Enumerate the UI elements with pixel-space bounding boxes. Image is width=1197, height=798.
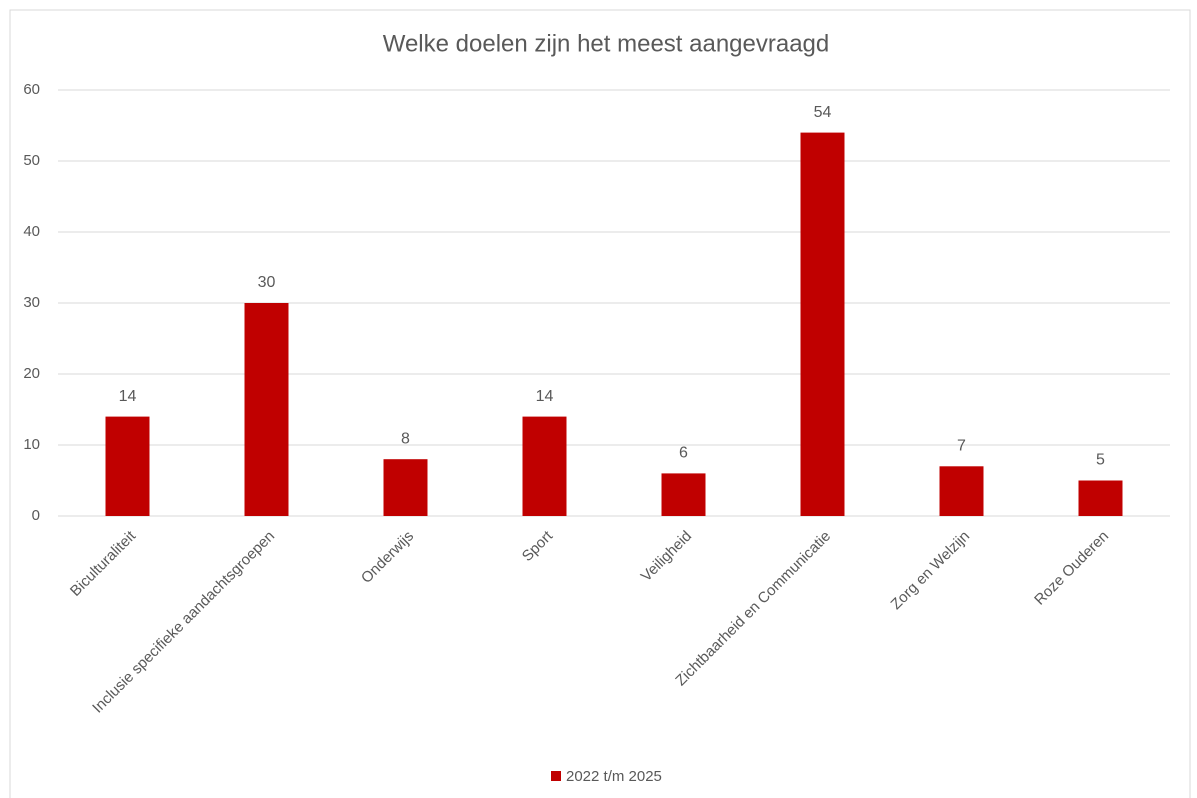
data-label: 30 [258,274,276,291]
data-label: 6 [679,445,688,462]
y-tick-label: 20 [23,365,40,382]
chart-border [9,9,1191,798]
data-label: 14 [536,388,554,405]
y-tick-label: 40 [23,223,40,240]
bar [383,459,428,516]
bar [244,303,289,516]
data-label: 54 [814,104,832,121]
legend-label: 2022 t/m 2025 [566,768,662,785]
y-tick-label: 30 [23,294,40,311]
y-tick-label: 50 [23,152,40,169]
data-label: 5 [1096,452,1105,469]
bar [522,416,567,516]
chart-title: Welke doelen zijn het meest aangevraagd [383,30,830,57]
y-tick-label: 60 [23,81,40,98]
data-label: 8 [401,430,410,447]
bar [800,132,845,516]
legend-swatch [551,771,561,781]
bar [1078,480,1123,516]
bar [105,416,150,516]
y-tick-label: 10 [23,436,40,453]
bar [939,466,984,516]
bar [661,473,706,516]
data-label: 7 [957,438,966,455]
y-tick-label: 0 [32,507,40,524]
data-label: 14 [119,388,137,405]
